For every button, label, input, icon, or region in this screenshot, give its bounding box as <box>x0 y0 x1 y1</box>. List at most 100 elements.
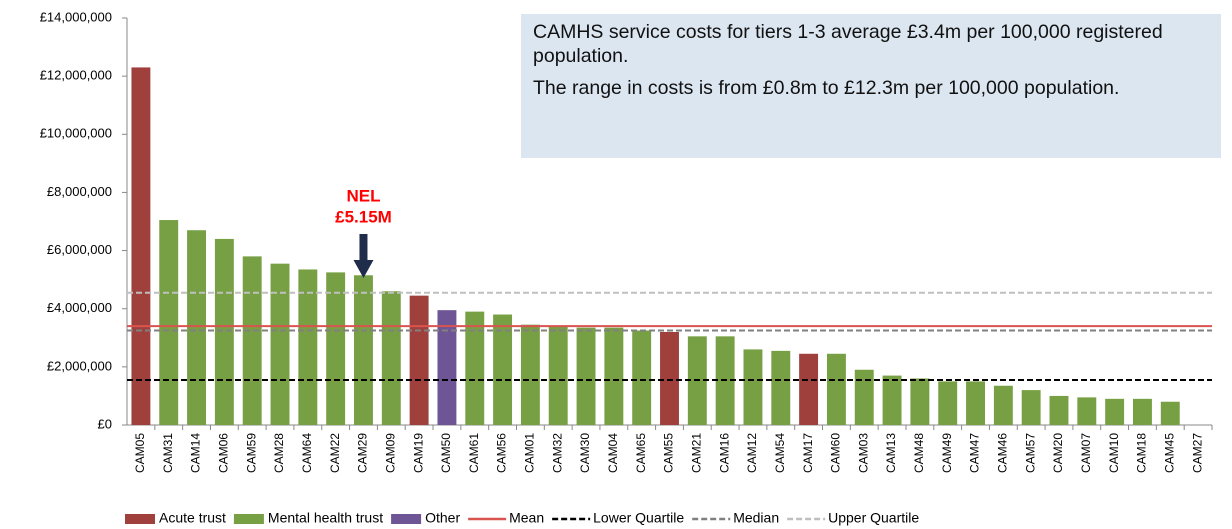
x-tick-label: CAM17 <box>801 433 815 473</box>
x-tick-label: CAM32 <box>550 433 564 473</box>
x-tick-label: CAM59 <box>244 433 258 473</box>
x-tick-label: CAM31 <box>161 433 175 473</box>
bar <box>1049 395 1069 425</box>
bar <box>187 230 207 425</box>
x-tick-label: CAM55 <box>662 433 676 473</box>
x-tick-label: CAM07 <box>1079 433 1093 473</box>
bar <box>743 349 763 425</box>
x-tick-label: CAM49 <box>940 433 954 473</box>
legend-label: Mental health trust <box>268 510 383 526</box>
bar <box>465 311 485 425</box>
x-tick-label: CAM05 <box>133 433 147 473</box>
bar <box>326 272 346 425</box>
x-tick-label: CAM09 <box>383 433 397 473</box>
y-tick-label: £10,000,000 <box>40 126 112 141</box>
x-tick-label: CAM21 <box>689 433 703 473</box>
x-tick-label: CAM65 <box>634 433 648 473</box>
x-tick-label: CAM50 <box>439 433 453 473</box>
bar <box>548 326 568 425</box>
y-tick-label: £12,000,000 <box>40 68 112 83</box>
x-tick-label: CAM61 <box>467 433 481 473</box>
x-tick-label: CAM45 <box>1162 433 1176 473</box>
legend-label: Mean <box>509 510 544 526</box>
x-tick-label: CAM13 <box>884 433 898 473</box>
bar <box>214 238 234 425</box>
legend-swatch <box>125 514 155 524</box>
bar <box>493 314 513 425</box>
y-tick-label: £0 <box>98 416 112 431</box>
legend-label: Acute trust <box>159 510 226 526</box>
x-tick-label: CAM57 <box>1023 433 1037 473</box>
y-tick-label: £2,000,000 <box>47 358 112 373</box>
x-tick-label: CAM20 <box>1051 433 1065 473</box>
x-tick-label: CAM56 <box>495 433 509 473</box>
legend-label: Lower Quartile <box>593 510 684 526</box>
bar <box>604 327 624 425</box>
x-tick-label: CAM27 <box>1190 433 1204 473</box>
bar <box>520 324 540 425</box>
bar <box>632 330 652 425</box>
callout-text: NEL <box>346 186 380 205</box>
y-tick-label: £14,000,000 <box>40 9 112 24</box>
bar <box>242 256 262 425</box>
bar <box>437 310 457 425</box>
bar <box>1105 398 1125 425</box>
legend-label: Median <box>733 510 779 526</box>
bar <box>910 378 930 425</box>
callout-arrow <box>353 234 374 278</box>
y-tick-label: £4,000,000 <box>47 300 112 315</box>
x-tick-label: CAM64 <box>300 433 314 473</box>
bar <box>409 295 429 425</box>
x-tick-label: CAM60 <box>829 433 843 473</box>
note-box: CAMHS service costs for tiers 1-3 averag… <box>521 14 1221 158</box>
bar <box>381 291 401 425</box>
bar <box>771 350 791 425</box>
x-tick-label: CAM03 <box>856 433 870 473</box>
bar <box>1077 397 1097 425</box>
bar <box>993 385 1013 425</box>
x-tick-label: CAM01 <box>523 433 537 473</box>
bar <box>159 220 179 425</box>
x-tick-label: CAM48 <box>912 433 926 473</box>
x-tick-label: CAM47 <box>968 433 982 473</box>
legend-label: Upper Quartile <box>828 510 919 526</box>
x-tick-label: CAM06 <box>217 433 231 473</box>
bar <box>799 353 819 425</box>
x-tick-label: CAM46 <box>996 433 1010 473</box>
x-tick-label: CAM18 <box>1135 433 1149 473</box>
bar <box>131 67 151 426</box>
bar <box>826 353 846 425</box>
bar <box>660 331 679 425</box>
bar <box>854 369 874 425</box>
x-tick-label: CAM10 <box>1107 433 1121 473</box>
bar <box>966 381 985 425</box>
bar <box>354 275 373 425</box>
legend-swatch <box>233 514 264 524</box>
bar <box>298 269 318 425</box>
x-tick-label: CAM22 <box>328 433 342 473</box>
x-tick-label: CAM19 <box>411 433 425 473</box>
note-text: CAMHS service costs for tiers 1-3 averag… <box>533 21 1163 67</box>
x-tick-label: CAM28 <box>272 433 286 473</box>
y-tick-label: £6,000,000 <box>47 242 112 257</box>
x-tick-label: CAM30 <box>578 433 592 473</box>
x-tick-label: CAM14 <box>189 433 203 473</box>
legend-label: Other <box>425 510 460 526</box>
legend-swatch <box>391 514 422 524</box>
bar <box>1160 401 1180 425</box>
x-tick-label: CAM04 <box>606 433 620 473</box>
callout-text: £5.15M <box>335 207 392 226</box>
x-tick-label: CAM29 <box>356 433 370 473</box>
bar <box>1132 398 1152 425</box>
y-tick-label: £8,000,000 <box>47 184 112 199</box>
x-tick-label: CAM16 <box>717 433 731 473</box>
bar <box>938 381 958 425</box>
bar <box>270 263 290 425</box>
x-tick-label: CAM12 <box>745 433 759 473</box>
note-text: The range in costs is from £0.8m to £12.… <box>533 77 1120 99</box>
x-tick-label: CAM54 <box>773 433 787 473</box>
bar <box>576 327 596 425</box>
bar <box>1021 390 1041 425</box>
